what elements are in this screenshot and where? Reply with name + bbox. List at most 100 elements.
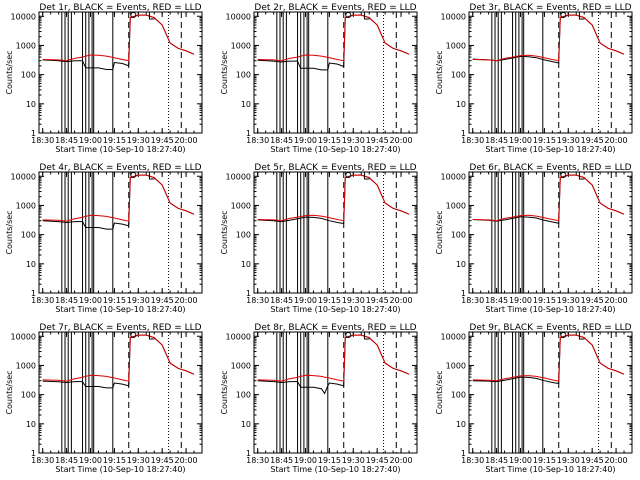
y-tick-label: 1000 xyxy=(16,361,36,370)
x-tick-label: 20:00 xyxy=(390,136,413,145)
x-tick-label: 18:30 xyxy=(461,456,484,465)
x-tick-label: 19:45 xyxy=(366,296,389,305)
y-tick-label: 100 xyxy=(21,391,36,400)
x-tick-label: 19:30 xyxy=(342,136,365,145)
x-tick-label: 19:30 xyxy=(557,136,580,145)
saturation-marker xyxy=(363,12,370,20)
y-tick-label: 100 xyxy=(451,71,466,80)
saturation-marker xyxy=(148,332,155,340)
y-tick-label: 10000 xyxy=(11,332,36,341)
x-tick-label: 18:45 xyxy=(485,136,508,145)
x-tick-label: 19:30 xyxy=(127,136,150,145)
detector-panel: Det 3r, BLACK = Events, RED = LLD 1 10 100 1… xyxy=(435,3,633,154)
x-tick-label: 19:30 xyxy=(342,296,365,305)
detector-panel: Det 2r, BLACK = Events, RED = LLD 1 10 100 1… xyxy=(220,3,418,154)
detector-panel: Det 6r, BLACK = Events, RED = LLD 1 10 100 1… xyxy=(435,163,633,314)
x-tick-label: 19:00 xyxy=(509,136,532,145)
x-tick-label: 18:45 xyxy=(270,296,293,305)
detector-panel: Det 8r, BLACK = Events, RED = LLD 1 10 100 1… xyxy=(220,323,418,474)
y-axis-label: Counts/sec xyxy=(435,210,444,254)
x-tick-label: 18:30 xyxy=(246,296,269,305)
y-tick-label: 100 xyxy=(236,391,251,400)
x-tick-label: 20:00 xyxy=(175,456,198,465)
x-tick-label: 20:00 xyxy=(605,136,628,145)
y-tick-label: 1000 xyxy=(231,361,251,370)
saturation-marker xyxy=(578,12,585,20)
panel-title: Det 1r, BLACK = Events, RED = LLD xyxy=(39,3,201,13)
saturation-marker xyxy=(148,12,155,20)
saturation-marker xyxy=(130,12,137,18)
x-tick-label: 20:00 xyxy=(390,456,413,465)
plot-frame xyxy=(253,171,418,294)
x-tick-label: 19:15 xyxy=(318,136,341,145)
y-tick-label: 100 xyxy=(21,231,36,240)
x-tick-label: 19:15 xyxy=(533,296,556,305)
x-tick-label: 19:15 xyxy=(103,296,126,305)
x-tick-label: 18:45 xyxy=(55,136,78,145)
x-tick-label: 20:00 xyxy=(605,456,628,465)
y-tick-label: 10 xyxy=(26,260,36,269)
y-tick-label: 1 xyxy=(246,449,251,458)
y-tick-label: 10000 xyxy=(441,332,466,341)
y-axis-label: Counts/sec xyxy=(435,370,444,414)
x-axis-label: Start Time (10-Sep-10 18:27:40) xyxy=(55,145,185,154)
y-tick-label: 1 xyxy=(461,449,466,458)
y-axis-label: Counts/sec xyxy=(435,50,444,94)
panel-title: Det 9r, BLACK = Events, RED = LLD xyxy=(469,323,631,333)
x-axis-label: Start Time (10-Sep-10 18:27:40) xyxy=(270,145,400,154)
y-axis-label: Counts/sec xyxy=(5,50,14,94)
y-tick-label: 10 xyxy=(241,260,251,269)
x-tick-label: 19:00 xyxy=(509,456,532,465)
saturation-marker xyxy=(578,172,585,180)
saturation-marker xyxy=(130,172,137,178)
x-tick-label: 19:15 xyxy=(103,136,126,145)
lld-series-line xyxy=(42,14,195,62)
y-tick-label: 100 xyxy=(236,231,251,240)
x-tick-label: 19:00 xyxy=(294,136,317,145)
lld-series-line xyxy=(257,14,410,62)
y-tick-label: 10 xyxy=(456,420,466,429)
y-tick-label: 10000 xyxy=(11,12,36,21)
y-tick-label: 1000 xyxy=(446,41,466,50)
y-tick-label: 10 xyxy=(241,420,251,429)
x-axis-label: Start Time (10-Sep-10 18:27:40) xyxy=(55,305,185,314)
panel-title: Det 8r, BLACK = Events, RED = LLD xyxy=(254,323,416,333)
x-tick-label: 19:45 xyxy=(581,136,604,145)
y-axis-label: Counts/sec xyxy=(220,370,229,414)
panel-title: Det 6r, BLACK = Events, RED = LLD xyxy=(469,163,631,173)
y-tick-label: 1 xyxy=(461,129,466,138)
y-tick-label: 1000 xyxy=(446,361,466,370)
x-axis-label: Start Time (10-Sep-10 18:27:40) xyxy=(270,305,400,314)
saturation-marker xyxy=(345,172,352,178)
x-tick-label: 18:45 xyxy=(270,136,293,145)
saturation-marker xyxy=(363,332,370,340)
saturation-marker xyxy=(560,332,567,338)
x-tick-label: 18:30 xyxy=(31,136,54,145)
detector-panel: Det 5r, BLACK = Events, RED = LLD 1 10 100 1… xyxy=(220,163,418,314)
detector-panel: Det 9r, BLACK = Events, RED = LLD 1 10 100 1… xyxy=(435,323,633,474)
x-tick-label: 19:45 xyxy=(151,136,174,145)
saturation-marker xyxy=(130,332,137,338)
y-tick-label: 100 xyxy=(236,71,251,80)
x-tick-label: 19:30 xyxy=(127,296,150,305)
x-tick-label: 20:00 xyxy=(605,296,628,305)
panel-title: Det 5r, BLACK = Events, RED = LLD xyxy=(254,163,416,173)
y-tick-label: 1 xyxy=(31,289,36,298)
x-tick-label: 19:45 xyxy=(151,296,174,305)
detector-panel: Det 1r, BLACK = Events, RED = LLD 1 10 100 1… xyxy=(5,3,203,154)
y-tick-label: 100 xyxy=(451,231,466,240)
y-axis-label: Counts/sec xyxy=(220,50,229,94)
lld-series-line xyxy=(472,174,625,222)
plot-frame xyxy=(38,331,203,454)
x-tick-label: 19:30 xyxy=(557,296,580,305)
x-tick-label: 19:00 xyxy=(509,296,532,305)
x-tick-label: 19:00 xyxy=(294,456,317,465)
x-tick-label: 19:00 xyxy=(79,296,102,305)
saturation-marker xyxy=(560,12,567,18)
x-tick-label: 19:00 xyxy=(79,136,102,145)
y-tick-label: 1 xyxy=(31,129,36,138)
y-tick-label: 1 xyxy=(246,289,251,298)
y-tick-label: 1 xyxy=(31,449,36,458)
y-tick-label: 10 xyxy=(456,260,466,269)
y-tick-label: 10 xyxy=(456,100,466,109)
